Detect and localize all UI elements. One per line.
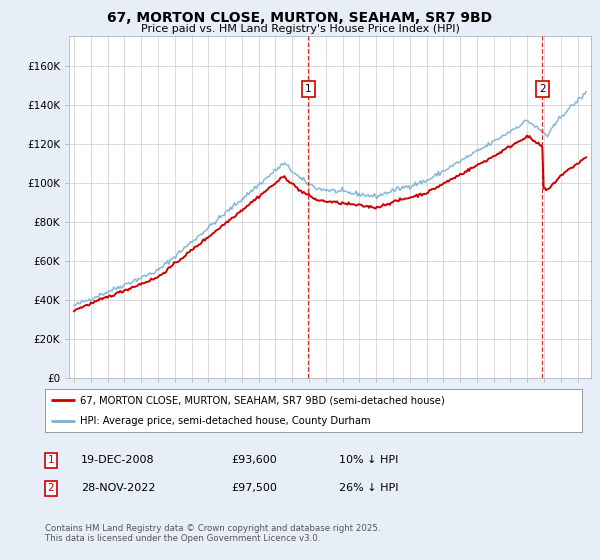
Text: 2: 2 [47,483,55,493]
Text: £93,600: £93,600 [231,455,277,465]
Text: 1: 1 [47,455,55,465]
Text: Price paid vs. HM Land Registry's House Price Index (HPI): Price paid vs. HM Land Registry's House … [140,24,460,34]
Text: 67, MORTON CLOSE, MURTON, SEAHAM, SR7 9BD: 67, MORTON CLOSE, MURTON, SEAHAM, SR7 9B… [107,11,493,25]
Text: 2: 2 [539,85,546,94]
Text: HPI: Average price, semi-detached house, County Durham: HPI: Average price, semi-detached house,… [80,416,371,426]
Text: Contains HM Land Registry data © Crown copyright and database right 2025.
This d: Contains HM Land Registry data © Crown c… [45,524,380,543]
Text: 1: 1 [305,85,311,94]
Text: £97,500: £97,500 [231,483,277,493]
Text: 67, MORTON CLOSE, MURTON, SEAHAM, SR7 9BD (semi-detached house): 67, MORTON CLOSE, MURTON, SEAHAM, SR7 9B… [80,395,445,405]
Text: 26% ↓ HPI: 26% ↓ HPI [339,483,398,493]
Text: 19-DEC-2008: 19-DEC-2008 [81,455,155,465]
Text: 28-NOV-2022: 28-NOV-2022 [81,483,155,493]
Text: 10% ↓ HPI: 10% ↓ HPI [339,455,398,465]
